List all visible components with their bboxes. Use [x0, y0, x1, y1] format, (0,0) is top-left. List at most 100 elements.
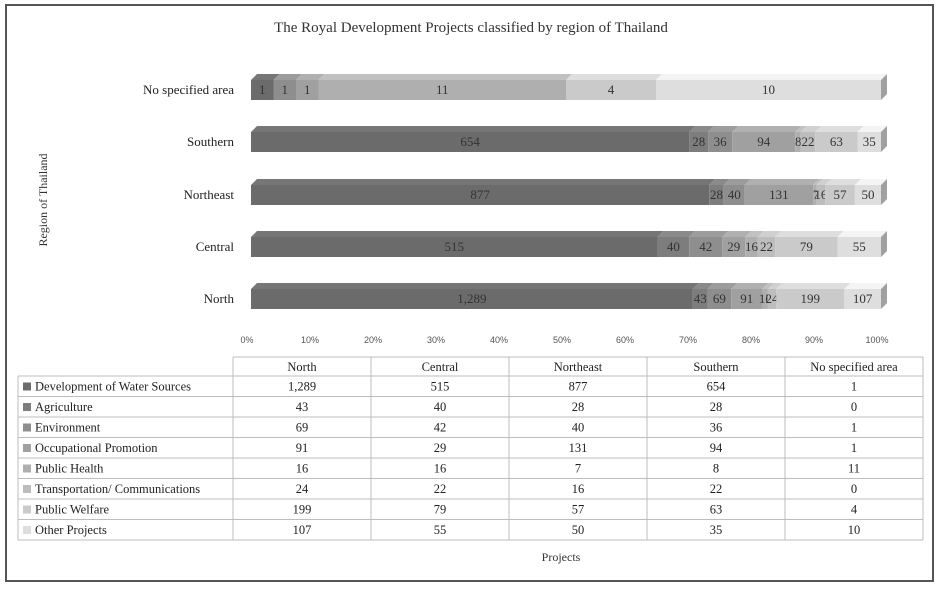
- table-cell: 515: [431, 380, 450, 394]
- x-axis-ticks: 0% 10% 20% 30% 40% 50% 60% 70% 80% 90% 100%: [240, 335, 888, 345]
- bar-end-face: [881, 126, 887, 152]
- category-label-central: Central: [196, 239, 235, 254]
- chart-frame: [5, 4, 934, 582]
- bar-segment-northeast-public-health: 7: [813, 179, 823, 205]
- bar-top-face: [815, 126, 864, 132]
- data-label: 22: [801, 134, 814, 149]
- x-tick-label: 30%: [427, 335, 445, 345]
- x-tick-label: 40%: [490, 335, 508, 345]
- bar-segment-north-development-of-water-sources: 1,289: [251, 283, 699, 309]
- bar-top-face: [837, 231, 887, 237]
- table-row-label-occupational-promotion: Occupational Promotion: [35, 441, 158, 455]
- data-label: 1: [259, 82, 266, 97]
- table-cell: 10: [848, 523, 861, 537]
- bar-front-face: [857, 132, 881, 152]
- table-cell: 16: [296, 462, 309, 476]
- table-cell: 8: [713, 462, 719, 476]
- legend-key-public-welfare: [23, 505, 31, 514]
- bar-front-face: [251, 289, 693, 309]
- table-row-label-agriculture: Agriculture: [35, 400, 93, 414]
- bar-front-face: [723, 185, 745, 205]
- table-cell: 654: [707, 380, 727, 394]
- table-row-label-public-welfare: Public Welfare: [35, 503, 110, 517]
- table-cell: 43: [296, 400, 309, 414]
- bar-segment-no-specified-area-other-projects: 10: [656, 74, 887, 100]
- data-label: 16: [745, 239, 759, 254]
- data-label: 40: [667, 239, 680, 254]
- bar-top-face: [757, 231, 782, 237]
- bar-top-face: [251, 74, 280, 80]
- bar-segment-central-development-of-water-sources: 515: [251, 231, 664, 257]
- table-cell: 131: [569, 441, 588, 455]
- bar-top-face: [800, 126, 822, 132]
- bar-top-face: [762, 283, 774, 289]
- bar-segment-central-occupational-promotion: 29: [722, 231, 752, 257]
- bar-segment-central-environment: 42: [689, 231, 729, 257]
- data-label: 91: [740, 291, 753, 306]
- bar-front-face: [757, 237, 776, 257]
- data-label: 654: [460, 134, 480, 149]
- table-cell: 40: [434, 400, 447, 414]
- table-cell: 1,289: [288, 380, 316, 394]
- data-label: 22: [760, 239, 773, 254]
- x-tick-label: 60%: [616, 335, 634, 345]
- bar-top-face: [816, 179, 832, 185]
- x-tick-label: 20%: [364, 335, 382, 345]
- bar-top-face: [745, 231, 764, 237]
- data-label: 199: [800, 291, 820, 306]
- bar-top-face: [707, 283, 738, 289]
- bars-layer: No specified area1011110410Southern65428…: [143, 74, 887, 309]
- table-cell: 4: [851, 503, 858, 517]
- bar-segment-central-other-projects: 55: [837, 231, 887, 257]
- table-header-northeast: Northeast: [554, 360, 603, 374]
- bar-segment-no-specified-area-development-of-water-sources: 1: [251, 74, 280, 100]
- bar-segment-northeast-other-projects: 50: [854, 179, 887, 205]
- legend-key-occupational-promotion: [23, 444, 31, 452]
- data-label: 79: [800, 239, 813, 254]
- bar-top-face: [251, 179, 716, 185]
- table-cell: 29: [434, 441, 447, 455]
- bar-top-face: [692, 283, 714, 289]
- table-row-label-transportation-communications: Transportation/ Communications: [35, 482, 200, 496]
- table-cell: 0: [851, 400, 857, 414]
- bar-top-face: [273, 74, 302, 80]
- data-label: 1: [304, 82, 311, 97]
- bar-segment-southern-development-of-water-sources: 654: [251, 126, 696, 152]
- bar-top-face: [776, 283, 851, 289]
- bar-top-face: [657, 231, 696, 237]
- bar-front-face: [656, 80, 881, 100]
- data-label: 43: [694, 291, 707, 306]
- bar-end-face: [881, 179, 887, 205]
- table-row-label-development-of-water-sources: Development of Water Sources: [35, 380, 191, 394]
- data-label: 28: [692, 134, 705, 149]
- bar-segment-southern-occupational-promotion: 94: [732, 126, 802, 152]
- bar-segment-central-transportation-communications: 22: [757, 231, 782, 257]
- chart-title: The Royal Development Projects classifie…: [274, 20, 668, 36]
- category-label-north: North: [204, 291, 235, 306]
- table-cell: 42: [434, 421, 447, 435]
- bar-front-face: [854, 185, 881, 205]
- table-cell: 1: [851, 421, 857, 435]
- table-cell: 28: [710, 400, 723, 414]
- bar-segment-central-agriculture: 40: [657, 231, 696, 257]
- data-label: 63: [830, 134, 843, 149]
- category-label-southern: Southern: [187, 134, 234, 149]
- bar-segment-northeast-agriculture: 28: [709, 179, 730, 205]
- bar-front-face: [566, 80, 656, 100]
- bar-end-face: [881, 74, 887, 100]
- bar-front-face: [815, 132, 858, 152]
- data-label: 16: [814, 187, 828, 202]
- bar-segment-central-public-welfare: 79: [775, 231, 844, 257]
- table-cell: 16: [434, 462, 447, 476]
- table-cell: 877: [569, 380, 588, 394]
- legend-key-agriculture: [23, 403, 31, 411]
- x-tick-label: 50%: [553, 335, 571, 345]
- table-cell: 91: [296, 441, 309, 455]
- bar-top-face: [709, 179, 730, 185]
- bar-front-face: [732, 132, 796, 152]
- legend-key-public-health: [23, 464, 31, 473]
- table-cell: 16: [572, 482, 585, 496]
- data-label: 28: [710, 187, 723, 202]
- bar-segment-southern-environment: 36: [708, 126, 739, 152]
